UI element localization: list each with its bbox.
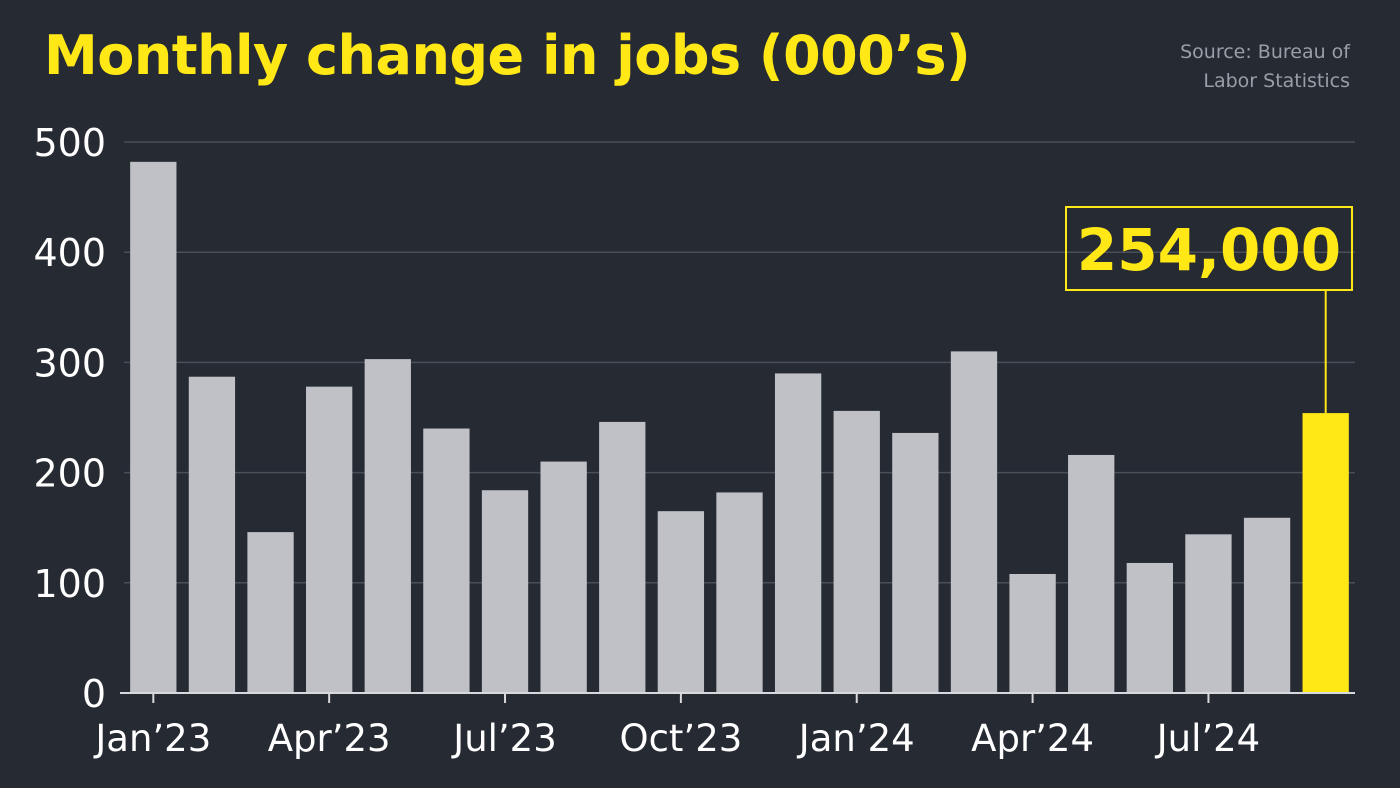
x-tick-label: Apr’24	[971, 717, 1094, 760]
bar	[774, 373, 822, 693]
x-tick-label: Jul’23	[451, 717, 556, 760]
chart-title: Monthly change in jobs (000’s)	[44, 24, 971, 87]
x-tick-label: Jan’24	[797, 717, 915, 760]
bar	[950, 351, 998, 693]
bar	[364, 359, 411, 693]
annotation-label: 254,000	[1077, 216, 1341, 284]
bar	[540, 461, 587, 693]
source-line-2: Labor Statistics	[1203, 70, 1350, 92]
annotation-box	[1065, 206, 1353, 291]
bar	[1068, 454, 1115, 693]
x-tick-label: Jul’24	[1155, 717, 1260, 760]
bar	[188, 376, 236, 693]
bar	[1185, 534, 1232, 693]
bar	[833, 410, 880, 693]
y-tick-label: 100	[33, 562, 106, 606]
bar	[1009, 573, 1056, 693]
bar	[481, 490, 529, 693]
bar	[306, 386, 353, 693]
bar	[716, 492, 763, 693]
bar	[1126, 562, 1173, 693]
highlighted-bar	[1302, 413, 1349, 693]
bar	[599, 421, 646, 693]
bar	[657, 511, 705, 693]
bar	[892, 432, 939, 693]
bar	[247, 532, 294, 693]
y-tick-label: 0	[82, 672, 106, 716]
bar	[423, 428, 470, 693]
source-line-1: Source: Bureau of	[1180, 41, 1350, 63]
x-tick-label: Oct’23	[619, 717, 742, 760]
x-tick-label: Apr’23	[268, 717, 391, 760]
y-tick-label: 300	[33, 341, 106, 385]
bar	[130, 161, 177, 693]
y-tick-label: 400	[33, 231, 106, 275]
y-tick-label: 500	[33, 121, 106, 165]
source-note: Source: Bureau of Labor Statistics	[1090, 38, 1350, 96]
bar	[1243, 517, 1291, 693]
x-tick-label: Jan’23	[93, 717, 211, 760]
y-tick-label: 200	[33, 452, 106, 496]
